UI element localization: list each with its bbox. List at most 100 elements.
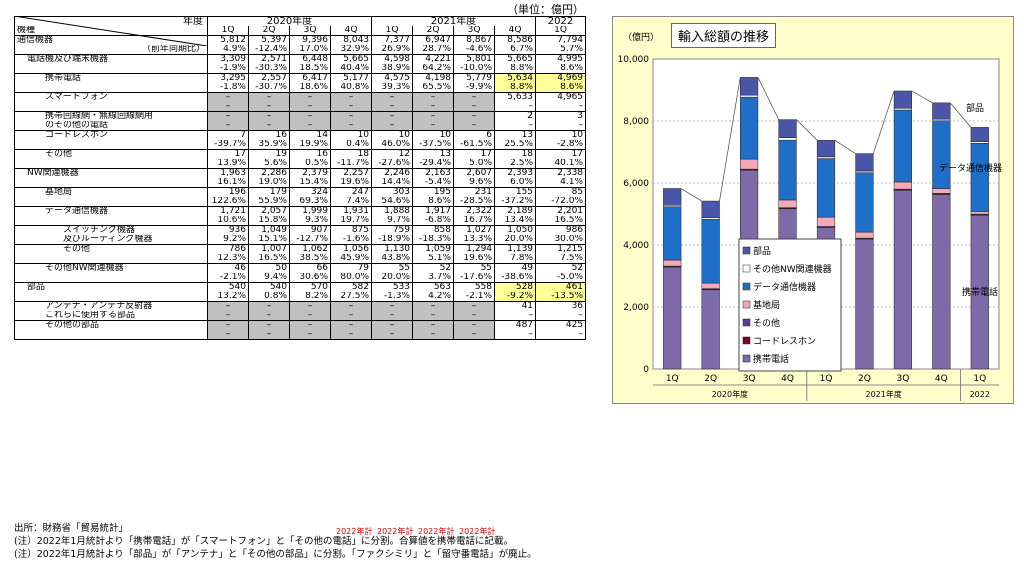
table-cell: 38.5%: [289, 254, 331, 264]
estimate-label: 2022年計: [336, 527, 373, 536]
table-cell: -1.3%: [371, 292, 414, 302]
table-cell: 35.9%: [248, 140, 290, 150]
legend-label: その他NW関連機器: [753, 263, 832, 275]
row-label: （前年同期比）: [14, 45, 208, 55]
table-cell: 19.7%: [329, 216, 373, 226]
table-cell: –: [371, 121, 414, 131]
data-table: 年度 2020年度 2021年度 2022 機種 1Q 2Q 3Q 4Q 1Q 2Q 3Q 4…: [14, 16, 587, 340]
table-cell: -1.6%: [329, 235, 373, 245]
table-cell: 18.5%: [289, 64, 331, 74]
table-cell: 5,177: [329, 73, 373, 83]
row-label: その他: [14, 149, 208, 159]
x-tick-label: 2Q: [858, 374, 871, 384]
table-cell: -12.4%: [248, 45, 290, 55]
table-cell: 6.7%: [494, 45, 537, 55]
table-cell: –: [289, 92, 331, 102]
row-label: スイッチング機器: [14, 225, 208, 235]
table-cell: 10.6%: [207, 216, 249, 226]
source-note: 出所：財務省「貿易統計」: [14, 523, 129, 534]
legend-label: 基地局: [753, 299, 780, 311]
row-label: 携帯電話: [14, 73, 208, 83]
table-cell: 49: [494, 263, 537, 273]
bar-segment: [816, 156, 836, 159]
table-cell: 7.8%: [494, 254, 537, 264]
table-row: のその他の電話 – – – – – – – – –: [14, 121, 587, 131]
table-cell: 8.6%: [535, 64, 587, 74]
table-cell: 1,139: [494, 244, 537, 254]
table-cell: –: [535, 121, 587, 131]
table-cell: –: [412, 102, 455, 112]
table-cell: –: [371, 92, 414, 102]
table-cell: -18.9%: [371, 235, 414, 245]
table-cell: -27.6%: [371, 159, 414, 169]
table-cell: 4,965: [535, 92, 587, 102]
table-cell: 7: [207, 130, 249, 140]
table-cell: -2.8%: [535, 140, 587, 150]
table-cell: 3,309: [207, 54, 249, 64]
bar-segment: [663, 188, 682, 206]
table-row: -39.7% 35.9% 19.9% 0.4% 46.0% -37.5% -61.5% 25.…: [14, 140, 587, 150]
table-cell: 1,059: [412, 244, 455, 254]
table-cell: –: [207, 102, 249, 112]
table-cell: 4,198: [412, 73, 455, 83]
row-label: [14, 292, 208, 302]
unit-label: （単位：億円）: [507, 3, 584, 16]
table-cell: 9,396: [289, 35, 331, 45]
table-cell: 936: [207, 225, 249, 235]
fy2022-header: 2022: [535, 16, 587, 26]
table-row: 122.6% 55.9% 69.3% 7.4% 54.6% 8.6% -28.5% -37.2…: [14, 197, 587, 207]
table-cell: –: [248, 301, 290, 311]
row-label: [14, 197, 208, 207]
table-cell: -1.9%: [207, 64, 249, 74]
legend-label: その他: [753, 317, 780, 329]
table-cell: 4,995: [535, 54, 587, 64]
fy2020-header: 2020年度: [206, 16, 373, 26]
table-cell: 52: [535, 263, 587, 273]
table-cell: 19: [248, 149, 290, 159]
bar-segment: [778, 139, 797, 201]
chart-panel: 0 2,000 4,000 6,000 8,000 10,000 1Q 2Q 3Q 4Q 1Q 2Q 3…: [612, 16, 1014, 404]
table-cell: –: [371, 330, 414, 340]
table-cell: 2.5%: [494, 159, 537, 169]
table-cell: 533: [371, 282, 414, 292]
table-cell: -39.7%: [207, 140, 249, 150]
table-cell: –: [207, 320, 249, 330]
table-cell: 2,379: [289, 168, 331, 178]
table-cell: 195: [412, 187, 455, 197]
table-cell: 179: [248, 187, 290, 197]
table-cell: 155: [494, 187, 537, 197]
table-cell: 1,888: [371, 206, 414, 216]
table-cell: 1,027: [453, 225, 496, 235]
table-cell: 16.1%: [207, 178, 249, 188]
table-cell: 425: [535, 320, 587, 330]
table-cell: 66: [289, 263, 331, 273]
table-cell: 247: [329, 187, 373, 197]
table-cell: -9.2%: [494, 292, 537, 302]
row-label: [14, 102, 208, 112]
table-cell: 2,163: [412, 168, 455, 178]
table-cell: 16: [248, 130, 290, 140]
table-cell: 1,721: [207, 206, 249, 216]
table-cell: 2,057: [248, 206, 290, 216]
table-cell: 80.0%: [329, 273, 373, 283]
row-label: これらに使用する部品: [14, 311, 208, 321]
bar-segment: [893, 108, 912, 111]
table-cell: 2,201: [535, 206, 587, 216]
table-cell: -5.0%: [535, 273, 587, 283]
table-cell: 1,050: [494, 225, 537, 235]
table-row: 13.2% 0.8% 8.2% 27.5% -1.3% 4.2% -2.1% -9.2% -13…: [14, 292, 587, 302]
table-cell: –: [248, 330, 290, 340]
table-cell: 40.1%: [535, 159, 587, 169]
table-cell: 10: [535, 130, 587, 140]
x-tick-label: 3Q: [743, 374, 756, 384]
table-cell: 16.5%: [535, 216, 587, 226]
table-cell: –: [453, 330, 496, 340]
table-cell: 13.3%: [453, 235, 496, 245]
bar-segment: [740, 94, 759, 98]
bar-segment: [932, 194, 951, 370]
quarter-header: 1Q: [207, 26, 249, 36]
table-cell: -4.6%: [453, 45, 496, 55]
table-cell: -2.1%: [207, 273, 249, 283]
table-cell: 26.9%: [371, 45, 414, 55]
table-cell: -6.8%: [412, 216, 455, 226]
